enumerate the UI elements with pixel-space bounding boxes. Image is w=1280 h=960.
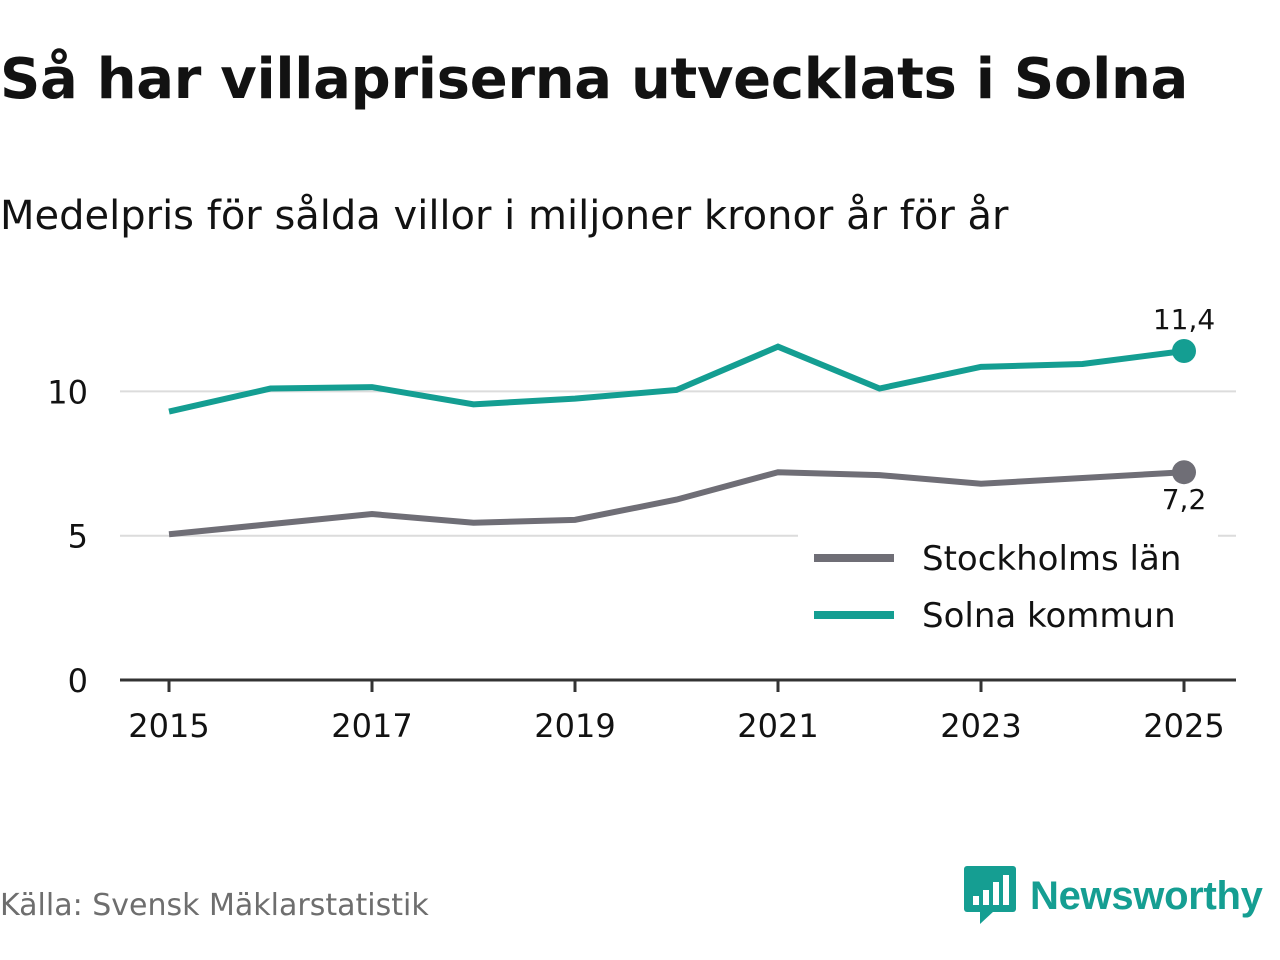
end-value-label: 7,2 (1162, 483, 1207, 516)
y-tick-label: 10 (47, 373, 88, 411)
x-tick-label: 2023 (940, 707, 1021, 745)
x-tick-label: 2025 (1143, 707, 1224, 745)
end-point-marker (1172, 339, 1196, 363)
brand-name: Newsworthy (1030, 873, 1263, 918)
y-tick-label: 0 (68, 662, 88, 700)
chart-title: Så har villapriserna utvecklats i Solna (0, 47, 1189, 112)
x-tick-label: 2019 (534, 707, 615, 745)
legend-background (798, 530, 1218, 652)
line-chart: 0 5 10 2015 2017 2019 2021 2023 2025 Stockholms … (47, 303, 1236, 745)
series-line (168, 343, 1185, 415)
legend-label[interactable]: Stockholms län (922, 539, 1181, 579)
end-point-marker (1172, 460, 1196, 485)
series-line (168, 469, 1185, 538)
x-tick-label: 2021 (737, 707, 818, 745)
series-lines (168, 339, 1196, 538)
end-value-label: 11,4 (1153, 303, 1215, 336)
grid-lines (120, 390, 1236, 537)
source-note: Källa: Svensk Mäklarstatistik (0, 888, 429, 923)
x-tick-label: 2015 (128, 707, 209, 745)
brand-logo[interactable]: Newsworthy (964, 864, 1263, 928)
y-tick-label: 5 (68, 518, 88, 556)
data-labels: 7,2 11,4 (1153, 303, 1215, 516)
legend[interactable]: Stockholms län Solna kommun (798, 530, 1218, 652)
x-tick-label: 2017 (331, 707, 412, 745)
axes: 0 5 10 2015 2017 2019 2021 2023 2025 (47, 373, 1236, 745)
legend-label[interactable]: Solna kommun (922, 596, 1176, 636)
chart-subtitle: Medelpris för sålda villor i miljoner kr… (0, 193, 1009, 239)
bar-chart-speech-bubble-icon (964, 866, 1016, 924)
